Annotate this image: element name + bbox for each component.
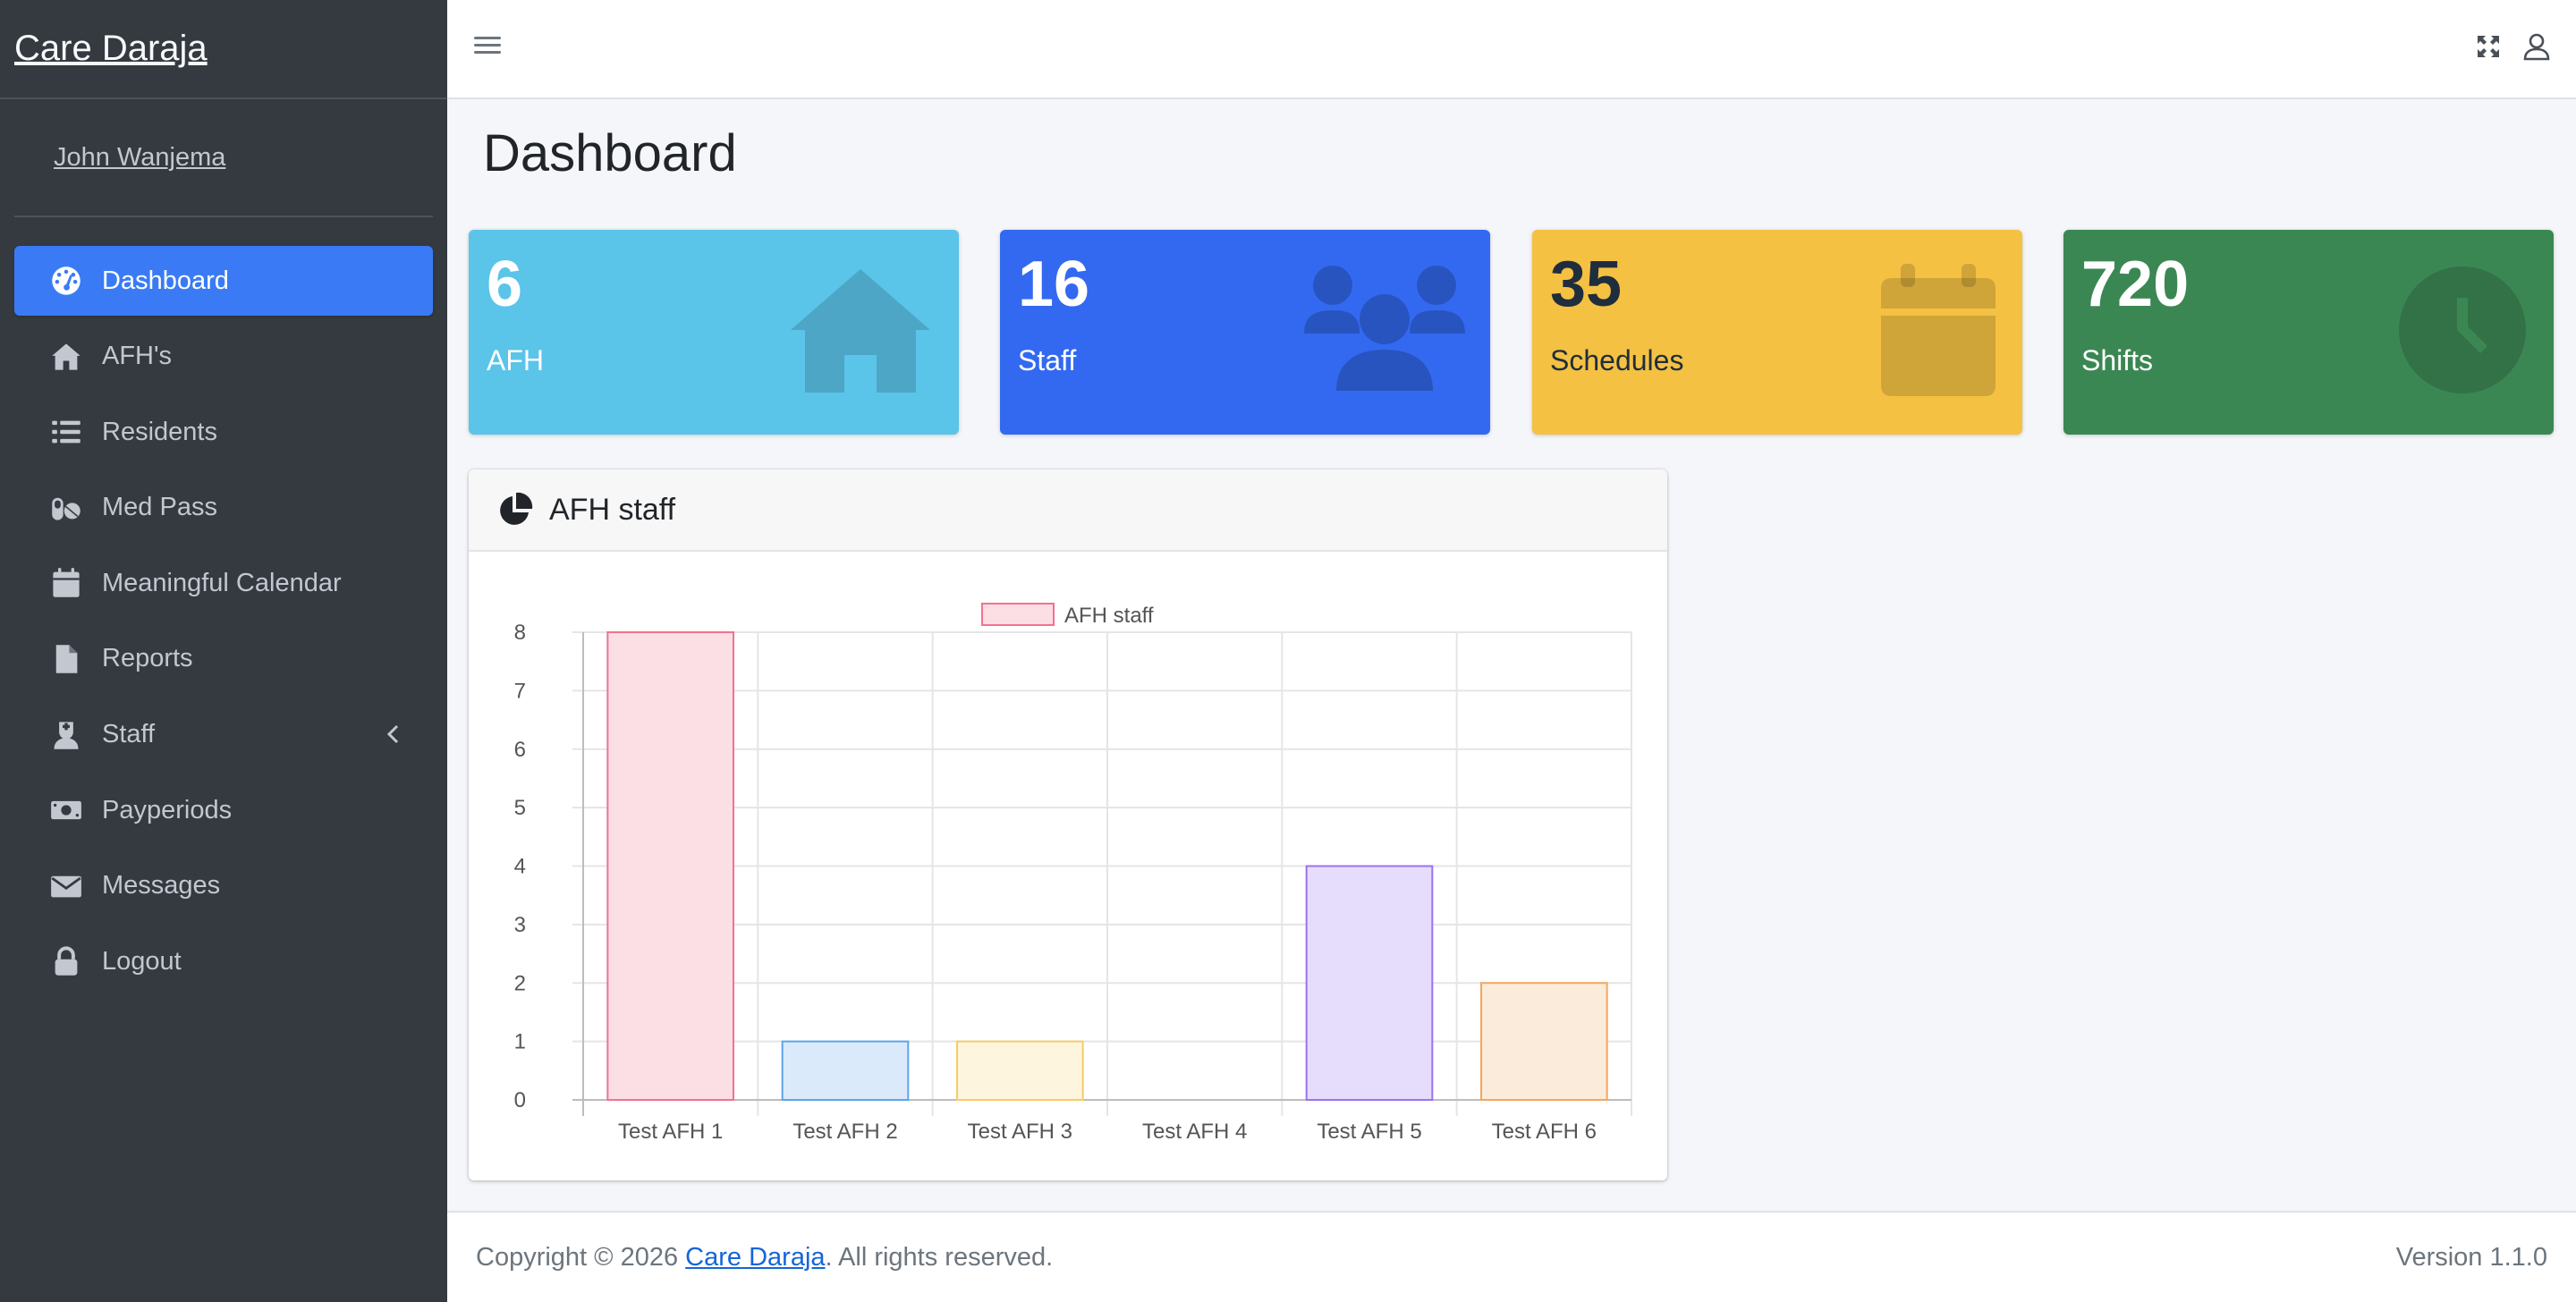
sidebar-item-label: Residents xyxy=(102,417,217,446)
bar-2 xyxy=(781,1040,910,1101)
copyright: Copyright © 2026 Care Daraja. All rights… xyxy=(476,1243,1053,1272)
bar-1 xyxy=(606,631,734,1101)
copyright-suffix: . All rights reserved. xyxy=(825,1242,1054,1272)
stat-label: Shifts xyxy=(2081,344,2154,376)
page-title: Dashboard xyxy=(483,124,737,182)
stat-box-afh[interactable]: 6 AFH xyxy=(469,230,959,435)
sidebar-item-label: Dashboard xyxy=(102,266,229,295)
x-tick-label: Test AFH 3 xyxy=(968,1120,1072,1144)
sidebar-item-label: Med Pass xyxy=(102,493,217,522)
stat-value: 6 xyxy=(487,249,523,320)
stat-value: 16 xyxy=(1018,249,1090,320)
bar-5 xyxy=(1305,865,1434,1101)
stat-label: Schedules xyxy=(1550,344,1684,376)
sidebar-item-label: Logout xyxy=(102,946,182,976)
copyright-prefix: Copyright © 2026 xyxy=(476,1242,686,1272)
sidebar-item-afhs[interactable]: AFH's xyxy=(14,322,433,392)
list-icon xyxy=(48,414,84,450)
stat-box-shifts[interactable]: 720 Shifts xyxy=(2063,230,2554,435)
user-name-link[interactable]: John Wanjema xyxy=(54,142,226,172)
lock-icon xyxy=(48,943,84,979)
card-title: AFH staff xyxy=(549,492,676,527)
afh-staff-chart: 0 1 2 3 4 5 6 7 8 Test AFH 1 Test AFH 2 Test AFH 3 T… xyxy=(469,552,1667,1180)
x-tick-label: Test AFH 1 xyxy=(618,1120,723,1144)
user-panel: John Wanjema xyxy=(14,99,433,217)
sidebar-item-label: Payperiods xyxy=(102,795,233,824)
envelope-icon xyxy=(48,868,84,904)
home-icon xyxy=(48,339,84,375)
x-tick-label: Test AFH 2 xyxy=(792,1120,897,1144)
pills-icon xyxy=(48,490,84,526)
clock-icon xyxy=(2398,266,2527,394)
calendar-icon xyxy=(48,565,84,601)
y-tick-label: 1 xyxy=(514,1030,526,1054)
y-tick-label: 6 xyxy=(514,738,526,762)
bar-chart: 0 1 2 3 4 5 6 7 8 Test AFH 1 Test AFH 2 Test AFH 3 T… xyxy=(514,603,1632,1144)
x-tick-label: Test AFH 5 xyxy=(1317,1120,1421,1144)
stat-value: 720 xyxy=(2081,249,2190,320)
sidebar-item-reports[interactable]: Reports xyxy=(14,624,433,694)
money-bill-icon xyxy=(48,792,84,828)
x-tick-label: Test AFH 6 xyxy=(1492,1120,1597,1144)
hamburger-icon[interactable] xyxy=(474,32,501,59)
tachometer-icon xyxy=(48,263,84,299)
y-tick-label: 5 xyxy=(514,796,526,820)
sidebar-item-payperiods[interactable]: Payperiods xyxy=(14,775,433,845)
sidebar-item-label: Reports xyxy=(102,644,193,673)
footer: Copyright © 2026 Care Daraja. All rights… xyxy=(447,1211,2576,1302)
sidebar-item-label: Messages xyxy=(102,871,221,900)
y-tick-label: 8 xyxy=(514,621,526,645)
sidebar-nav: Dashboard AFH's Residents Med Pass Meani… xyxy=(0,217,447,996)
y-tick-label: 3 xyxy=(514,913,526,937)
version-text: Version 1.1.0 xyxy=(2395,1242,2547,1272)
sidebar-item-meaningful-calendar[interactable]: Meaningful Calendar xyxy=(14,548,433,618)
sidebar-item-staff[interactable]: Staff xyxy=(14,700,433,770)
sidebar-item-label: AFH's xyxy=(102,342,173,371)
stat-box-staff[interactable]: 16 Staff xyxy=(1000,230,1490,435)
expand-icon[interactable] xyxy=(2472,30,2504,63)
sidebar-item-label: Meaningful Calendar xyxy=(102,568,342,597)
x-tick-label: Test AFH 4 xyxy=(1142,1120,1247,1144)
y-tick-label: 7 xyxy=(514,679,526,703)
brand: Care Daraja xyxy=(0,0,447,99)
footer-brand-link[interactable]: Care Daraja xyxy=(685,1242,826,1272)
y-tick-label: 4 xyxy=(514,855,526,879)
y-tick-label: 0 xyxy=(514,1088,526,1112)
stat-value: 35 xyxy=(1550,249,1623,320)
file-icon xyxy=(48,641,84,677)
bar-3 xyxy=(956,1040,1084,1101)
top-navbar xyxy=(447,0,2576,99)
chevron-left-icon[interactable] xyxy=(381,722,406,747)
sidebar-item-label: Staff xyxy=(102,720,156,749)
chart-pie-icon xyxy=(497,492,533,528)
sidebar-item-residents[interactable]: Residents xyxy=(14,397,433,467)
afh-staff-card: AFH staff 0 1 2 3 4 5 6 7 8 Test AFH 1 Test AFH 2 T… xyxy=(469,469,1667,1180)
legend-label: AFH staff xyxy=(1064,604,1154,628)
calendar-icon xyxy=(1881,264,1996,398)
home-icon xyxy=(789,264,932,398)
stat-label: AFH xyxy=(487,344,544,376)
bar-6 xyxy=(1480,982,1608,1101)
stat-box-schedules[interactable]: 35 Schedules xyxy=(1532,230,2022,435)
sidebar-item-med-pass[interactable]: Med Pass xyxy=(14,473,433,543)
sidebar-item-logout[interactable]: Logout xyxy=(14,926,433,996)
legend-swatch xyxy=(981,603,1055,626)
user-icon[interactable] xyxy=(2521,30,2553,63)
y-tick-label: 2 xyxy=(514,971,526,995)
brand-link[interactable]: Care Daraja xyxy=(14,29,208,68)
stat-label: Staff xyxy=(1018,344,1077,376)
card-header: AFH staff xyxy=(469,469,1667,552)
user-nurse-icon xyxy=(48,717,84,753)
sidebar-item-dashboard[interactable]: Dashboard xyxy=(14,246,433,316)
sidebar-item-messages[interactable]: Messages xyxy=(14,851,433,921)
users-icon xyxy=(1304,264,1465,398)
sidebar: Care Daraja John Wanjema Dashboard AFH's… xyxy=(0,0,447,1302)
